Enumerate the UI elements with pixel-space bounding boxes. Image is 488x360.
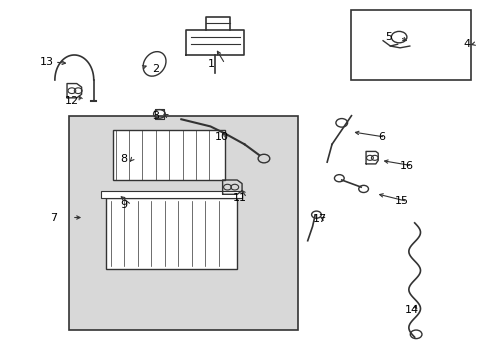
Bar	[106, 198, 237, 269]
Text: 10: 10	[215, 132, 229, 142]
Text: 7: 7	[50, 212, 57, 222]
Ellipse shape	[143, 51, 165, 76]
Text: 14: 14	[404, 305, 418, 315]
Text: 15: 15	[394, 197, 408, 206]
Text: 3: 3	[152, 111, 159, 121]
Text: 13: 13	[40, 57, 54, 67]
Bar	[351, 10, 469, 80]
Text: 8: 8	[120, 154, 127, 163]
Text: 9: 9	[120, 200, 127, 210]
Text: 4: 4	[462, 39, 469, 49]
Text: 1: 1	[207, 59, 215, 69]
Text: 2: 2	[152, 64, 159, 74]
Bar	[113, 130, 224, 180]
Bar	[101, 191, 242, 198]
Text: 16: 16	[399, 161, 413, 171]
Text: 6: 6	[377, 132, 385, 142]
Text: 5: 5	[385, 32, 392, 42]
Bar	[69, 116, 297, 330]
Text: 17: 17	[312, 214, 326, 224]
Text: 12: 12	[64, 96, 79, 107]
Text: 11: 11	[232, 193, 246, 203]
